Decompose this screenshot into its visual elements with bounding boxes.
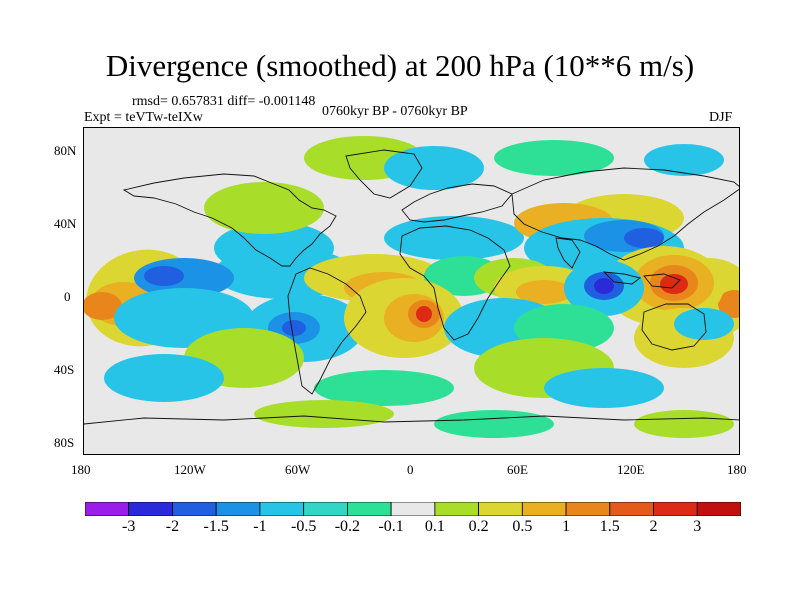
colorbar-label: 1 <box>562 518 571 535</box>
colorbar-label: 0.1 <box>424 518 445 535</box>
divergence-blob-pos_mid <box>516 280 572 304</box>
lat-label-80s: 80S <box>54 435 75 450</box>
colorbar-label: -2 <box>165 518 180 535</box>
plot-title: Divergence (smoothed) at 200 hPa (10**6 … <box>105 48 695 83</box>
colorbar-label: 2 <box>649 518 658 535</box>
colorbar-box <box>390 502 436 516</box>
colorbar-box <box>259 502 305 516</box>
divergence-blob-weak_neg <box>494 140 614 176</box>
divergence-blob-neg <box>384 146 484 190</box>
divergence-blob-pos_strong <box>718 290 739 318</box>
period-label: 0760kyr BP - 0760kyr BP <box>322 104 468 119</box>
divergence-blob-pos_strong <box>84 292 122 320</box>
divergence-blob-neg <box>644 144 724 176</box>
divergence-blob-neg <box>674 308 734 340</box>
divergence-blob-weak_pos <box>634 410 734 438</box>
divergence-blob-weak_pos <box>204 182 324 234</box>
lat-label-40n: 40N <box>54 216 77 231</box>
lon-label-120w: 120W <box>174 462 206 477</box>
coastlines <box>84 149 739 425</box>
divergence-map <box>84 128 739 454</box>
lat-label-eq: 0 <box>64 289 71 304</box>
divergence-blob-weak_pos <box>254 400 394 428</box>
divergence-blob-weak_neg <box>314 370 454 406</box>
lat-label-80n: 80N <box>54 143 77 158</box>
colorbar-box <box>609 502 654 516</box>
divergence-blob-neg <box>384 216 524 260</box>
lon-label-180w: 180 <box>71 462 91 477</box>
colorbar-label: -0.2 <box>334 518 361 535</box>
lon-label-0: 0 <box>407 462 414 477</box>
lon-label-60w: 60W <box>285 462 311 477</box>
lon-label-180e: 180 <box>727 462 747 477</box>
divergence-blob-neg <box>544 368 664 408</box>
stats-line: rmsd= 0.657831 diff= -0.001148 <box>132 94 316 109</box>
colorbar-label: -1.5 <box>203 518 229 535</box>
divergence-blob-neg <box>104 354 224 402</box>
experiment-label: Expt = teVTw-teIXw <box>84 110 203 125</box>
lon-label-120e: 120E <box>617 462 645 477</box>
divergence-blob-neg_strong <box>282 320 306 336</box>
map-frame <box>83 127 740 455</box>
colorbar-box <box>478 502 523 516</box>
divergence-blob-pos_max <box>416 306 432 322</box>
divergence-blob-neg_strong <box>144 266 184 286</box>
colorbar-box <box>565 502 611 516</box>
divergence-blob-neg_max <box>594 278 614 294</box>
colorbar-box <box>521 502 567 516</box>
colorbar <box>85 502 741 516</box>
divergence-blob-pos_max <box>660 274 688 294</box>
lon-label-60e: 60E <box>507 462 528 477</box>
colorbar-box <box>85 502 130 516</box>
colorbar-box <box>172 502 217 516</box>
colorbar-label: 0.2 <box>468 518 489 535</box>
colorbar-label: 3 <box>693 518 702 535</box>
colorbar-label: -3 <box>122 518 136 535</box>
divergence-blob-weak_neg <box>434 410 554 438</box>
divergence-fields <box>84 136 739 438</box>
season-label: DJF <box>709 110 733 125</box>
colorbar-box <box>128 502 173 516</box>
colorbar-box <box>696 502 741 516</box>
colorbar-box <box>434 502 479 516</box>
colorbar-box <box>346 502 392 516</box>
lat-label-40s: 40S <box>54 362 75 377</box>
colorbar-box <box>215 502 261 516</box>
colorbar-label: -1 <box>253 518 267 535</box>
divergence-blob-neg_strong <box>624 228 664 248</box>
colorbar-box <box>653 502 698 516</box>
colorbar-label: -0.1 <box>378 518 404 535</box>
colorbar-label: 0.5 <box>512 518 533 535</box>
colorbar-box <box>303 502 348 516</box>
colorbar-label: 1.5 <box>599 518 620 535</box>
colorbar-label: -0.5 <box>290 518 317 535</box>
